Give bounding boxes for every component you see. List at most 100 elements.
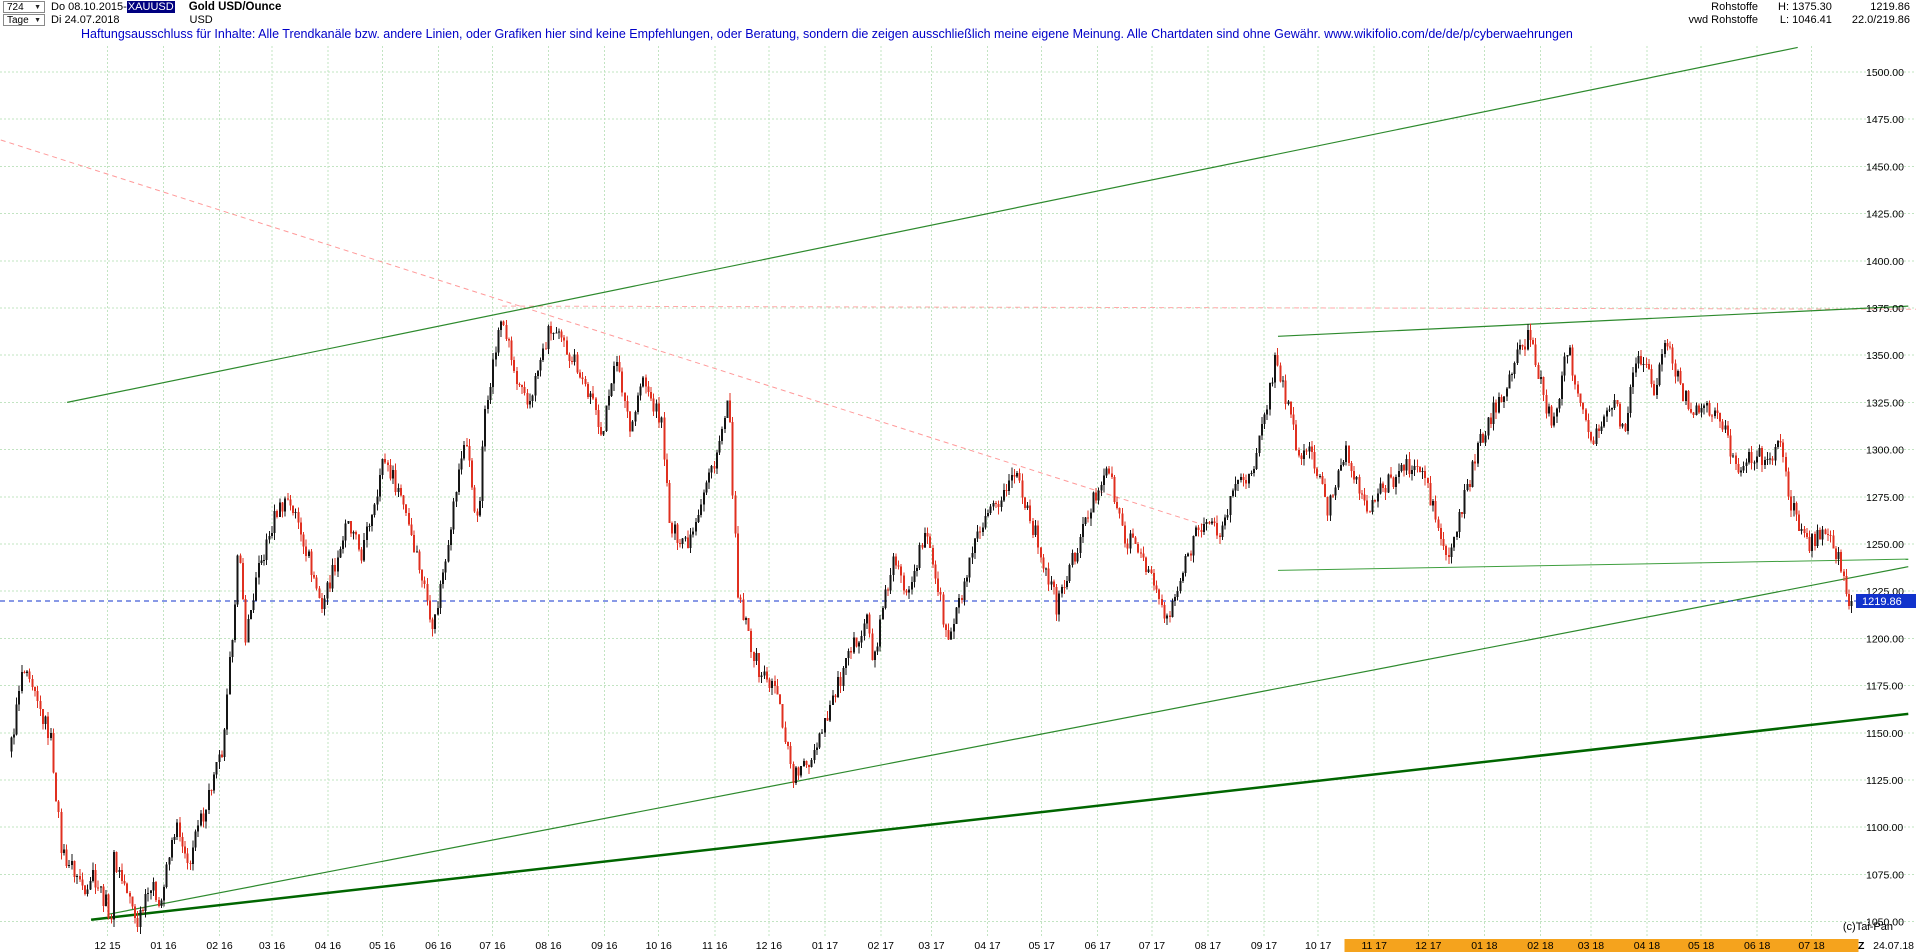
candle	[1424, 471, 1427, 479]
candle	[328, 582, 331, 589]
candle	[197, 825, 200, 832]
chart-area[interactable]: 1500.00 1475.00 1450.00 1425.00 1400.00 1375.…	[0, 46, 1916, 952]
candle	[1784, 457, 1787, 472]
candle	[805, 761, 808, 765]
candle	[252, 600, 255, 611]
quote-low: L: 1046.41	[1779, 14, 1832, 26]
candle	[1603, 416, 1606, 427]
candle	[465, 445, 468, 447]
candle	[1316, 468, 1319, 477]
major-support-line	[90, 712, 1909, 921]
candle	[168, 857, 171, 865]
x-axis-label: 11 16	[702, 940, 728, 952]
candle	[1353, 471, 1356, 480]
candle	[1829, 534, 1832, 536]
y-axis-label: 1175.00	[1866, 681, 1903, 693]
candle	[378, 474, 381, 497]
candle	[189, 863, 192, 865]
candle	[489, 386, 492, 401]
candle	[52, 733, 55, 773]
candle	[244, 598, 247, 643]
candle	[910, 582, 913, 590]
price-chart-canvas[interactable]: 1500.00 1475.00 1450.00 1425.00 1400.00 1375.…	[0, 46, 1916, 952]
candle	[1700, 407, 1703, 413]
candle	[513, 360, 516, 372]
candle	[1429, 482, 1432, 506]
candle	[1732, 455, 1735, 457]
candle	[905, 590, 908, 593]
candle	[1716, 410, 1719, 414]
x-axis-label: 06 16	[425, 940, 451, 952]
candle	[1574, 375, 1577, 385]
candle	[636, 395, 639, 413]
candle	[242, 563, 245, 599]
candle	[1524, 346, 1527, 350]
candle	[507, 338, 510, 341]
candle	[1595, 428, 1598, 445]
candle	[850, 651, 853, 653]
candle	[626, 400, 629, 412]
candle	[278, 502, 281, 517]
candle	[107, 894, 110, 919]
candle	[413, 535, 416, 553]
candle	[1055, 587, 1058, 615]
candle	[1318, 476, 1321, 478]
candle	[257, 563, 260, 578]
candle	[1682, 383, 1685, 401]
candle	[270, 532, 273, 536]
candle	[1334, 487, 1337, 496]
candle	[655, 403, 658, 412]
candle	[236, 555, 239, 605]
candle	[731, 422, 734, 496]
candle	[1545, 394, 1548, 414]
candle	[607, 396, 610, 406]
candle	[1555, 408, 1558, 417]
candle	[1063, 586, 1066, 588]
candle	[176, 822, 179, 837]
x-axis-label: 12 16	[756, 940, 782, 952]
x-axis-label: 10 17	[1305, 940, 1331, 952]
candle	[1779, 441, 1782, 443]
candle	[750, 631, 753, 652]
symbol-selected[interactable]: XAUUSD	[126, 1, 175, 13]
candle	[97, 887, 100, 889]
candle	[102, 886, 105, 907]
candle	[605, 405, 608, 431]
candle	[589, 393, 592, 397]
bar-count-dropdown[interactable]: 724 ▼	[3, 1, 45, 13]
candle	[723, 418, 726, 430]
candle	[1558, 399, 1561, 409]
candle	[697, 515, 700, 523]
x-axis-label: 11 17	[1361, 940, 1387, 952]
candle	[178, 822, 181, 837]
candle	[457, 469, 460, 492]
candle	[800, 766, 803, 776]
candle	[1329, 495, 1332, 516]
candle	[486, 400, 489, 409]
candle	[1540, 377, 1543, 379]
support-channel-line	[109, 566, 1909, 915]
candle	[1782, 442, 1785, 458]
candle	[505, 324, 508, 339]
candle	[879, 619, 882, 647]
candle	[1332, 495, 1335, 497]
candle	[1000, 500, 1003, 508]
candle	[552, 332, 555, 334]
candle	[36, 690, 39, 702]
candle	[363, 540, 366, 561]
candle	[1629, 387, 1632, 414]
candle	[913, 570, 916, 583]
candle	[1500, 397, 1503, 403]
candle	[397, 488, 400, 493]
candle	[1640, 355, 1643, 365]
candle	[1450, 547, 1453, 557]
candle	[858, 642, 861, 647]
y-axis-label: 1050.00	[1866, 917, 1904, 929]
timeframe-dropdown[interactable]: Tage ▼	[3, 14, 45, 26]
candle	[49, 733, 52, 739]
candle	[829, 704, 832, 721]
candle	[1537, 365, 1540, 379]
candle	[1255, 452, 1258, 470]
candle	[26, 671, 29, 674]
candle	[1137, 543, 1140, 553]
